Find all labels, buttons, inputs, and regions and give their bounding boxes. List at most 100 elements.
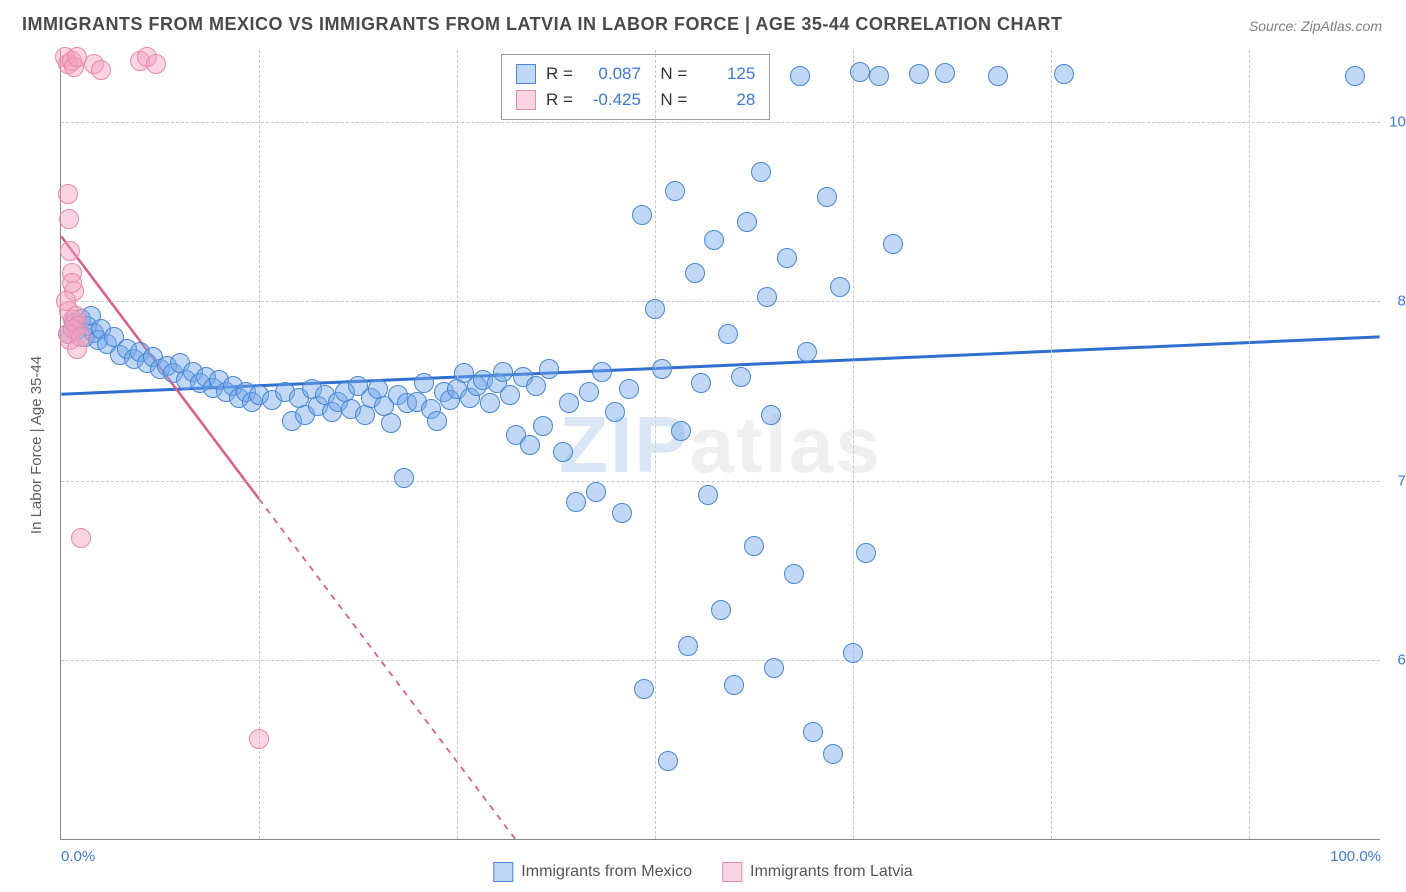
data-point — [757, 287, 777, 307]
data-point — [843, 643, 863, 663]
trendline-extrapolated — [259, 499, 1380, 839]
data-point — [909, 64, 929, 84]
data-point — [830, 277, 850, 297]
legend-swatch — [722, 862, 742, 882]
data-point — [355, 405, 375, 425]
legend-row: R = 0.087 N = 125 — [516, 61, 755, 87]
data-point — [764, 658, 784, 678]
y-tick-label: 87.5% — [1385, 293, 1406, 310]
gridline-vertical — [1051, 50, 1052, 839]
data-point — [803, 722, 823, 742]
series-legend-label: Immigrants from Latvia — [750, 863, 913, 881]
data-point — [586, 482, 606, 502]
gridline-vertical — [655, 50, 656, 839]
data-point — [59, 209, 79, 229]
legend-n-value: 28 — [697, 87, 755, 113]
data-point — [427, 411, 447, 431]
data-point — [665, 181, 685, 201]
data-point — [790, 66, 810, 86]
data-point — [711, 600, 731, 620]
x-tick-label: 0.0% — [61, 848, 95, 865]
data-point — [500, 385, 520, 405]
gridline-vertical — [457, 50, 458, 839]
data-point — [935, 63, 955, 83]
data-point — [817, 187, 837, 207]
data-point — [698, 485, 718, 505]
data-point — [632, 205, 652, 225]
data-point — [777, 248, 797, 268]
legend-n-value: 125 — [697, 61, 755, 87]
data-point — [394, 468, 414, 488]
data-point — [493, 362, 513, 382]
series-legend-label: Immigrants from Mexico — [521, 863, 692, 881]
legend-swatch — [516, 64, 536, 84]
data-point — [797, 342, 817, 362]
data-point — [592, 362, 612, 382]
legend-r-value: 0.087 — [583, 61, 641, 87]
gridline-vertical — [1249, 50, 1250, 839]
data-point — [737, 212, 757, 232]
data-point — [559, 393, 579, 413]
data-point — [685, 263, 705, 283]
legend-swatch — [516, 90, 536, 110]
data-point — [731, 367, 751, 387]
series-legend-item: Immigrants from Latvia — [722, 862, 913, 882]
correlation-legend: R = 0.087 N = 125R = -0.425 N = 28 — [501, 54, 770, 120]
data-point — [784, 564, 804, 584]
legend-r-label: R = — [546, 61, 573, 87]
y-tick-label: 62.5% — [1385, 652, 1406, 669]
data-point — [539, 359, 559, 379]
data-point — [645, 299, 665, 319]
data-point — [718, 324, 738, 344]
y-tick-label: 100.0% — [1385, 113, 1406, 130]
legend-row: R =-0.425 N =28 — [516, 87, 755, 113]
data-point — [91, 60, 111, 80]
data-point — [381, 413, 401, 433]
legend-r-label: R = — [546, 87, 573, 113]
legend-r-value: -0.425 — [583, 87, 641, 113]
data-point — [658, 751, 678, 771]
data-point — [988, 66, 1008, 86]
data-point — [566, 492, 586, 512]
data-point — [1345, 66, 1365, 86]
data-point — [526, 376, 546, 396]
data-point — [579, 382, 599, 402]
data-point — [533, 416, 553, 436]
gridline-vertical — [259, 50, 260, 839]
legend-swatch — [493, 862, 513, 882]
data-point — [751, 162, 771, 182]
data-point — [761, 405, 781, 425]
data-point — [249, 729, 269, 749]
data-point — [605, 402, 625, 422]
data-point — [553, 442, 573, 462]
gridline-vertical — [853, 50, 854, 839]
data-point — [883, 234, 903, 254]
data-point — [704, 230, 724, 250]
data-point — [691, 373, 711, 393]
data-point — [71, 528, 91, 548]
y-tick-label: 75.0% — [1385, 472, 1406, 489]
data-point — [671, 421, 691, 441]
series-legend-item: Immigrants from Mexico — [493, 862, 692, 882]
data-point — [58, 184, 78, 204]
x-tick-label: 100.0% — [1330, 848, 1381, 865]
data-point — [60, 241, 80, 261]
data-point — [480, 393, 500, 413]
data-point — [414, 373, 434, 393]
data-point — [612, 503, 632, 523]
data-point — [634, 679, 654, 699]
data-point — [146, 54, 166, 74]
data-point — [856, 543, 876, 563]
data-point — [869, 66, 889, 86]
data-point — [652, 359, 672, 379]
data-point — [678, 636, 698, 656]
data-point — [823, 744, 843, 764]
legend-n-label: N = — [651, 61, 687, 87]
data-point — [1054, 64, 1074, 84]
data-point — [850, 62, 870, 82]
data-point — [724, 675, 744, 695]
data-point — [62, 273, 82, 293]
source-label: Source: ZipAtlas.com — [1249, 18, 1382, 34]
plot-area: ZIPatlas R =0.087 N =125R =-0.425 N =28 … — [60, 50, 1380, 840]
y-axis-title: In Labor Force | Age 35-44 — [28, 356, 45, 534]
